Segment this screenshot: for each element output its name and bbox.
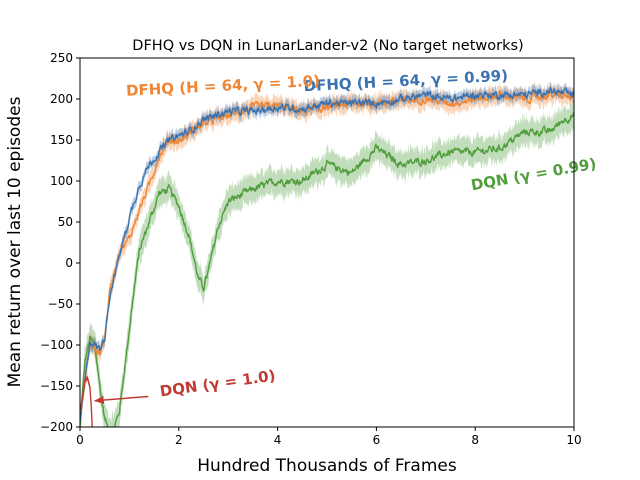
y-tick-label: 50 [58, 215, 73, 229]
line-dqn-1-0 [80, 376, 93, 427]
series-annotations: DFHQ (H = 64, γ = 0.99)DFHQ (H = 64, γ =… [93, 67, 598, 405]
y-tick-label: −150 [40, 379, 73, 393]
y-tick-label: −50 [48, 297, 73, 311]
y-tick-label: 200 [50, 92, 73, 106]
x-axis: 0 2 4 6 8 10 [76, 427, 582, 447]
band-dfhq-h-64-1-0 [80, 80, 574, 427]
chart-title: DFHQ vs DQN in LunarLander-v2 (No target… [132, 38, 523, 54]
x-tick-label: 2 [175, 433, 183, 447]
x-tick-label: 8 [471, 433, 479, 447]
y-axis-label: Mean return over last 10 episodes [5, 96, 25, 387]
annotation-arrow [93, 395, 149, 405]
annotation-dqn-0-99: DQN (γ = 0.99) [470, 155, 598, 195]
line-dfhq-h-64-0-99 [80, 86, 574, 421]
x-tick-label: 10 [566, 433, 581, 447]
y-tick-label: 0 [65, 256, 73, 270]
x-tick-label: 4 [274, 433, 282, 447]
y-tick-label: −100 [40, 338, 73, 352]
annotation-dfhq-h-64-1-0: DFHQ (H = 64, γ = 1.0) [126, 72, 321, 100]
band-dqn-0-99 [80, 97, 574, 427]
line-dqn-0-99 [80, 112, 574, 427]
y-tick-label: 150 [50, 133, 73, 147]
x-tick-label: 6 [373, 433, 381, 447]
plot-frame [79, 57, 575, 428]
y-axis: −200 −150 −100 −50 0 50 100 150 200 250 [40, 51, 80, 434]
confidence-bands [80, 80, 574, 427]
x-tick-label: 0 [76, 433, 84, 447]
y-tick-label: 250 [50, 51, 73, 65]
y-tick-label: 100 [50, 174, 73, 188]
series-lines [80, 86, 574, 427]
x-axis-label: Hundred Thousands of Frames [197, 456, 457, 476]
band-dfhq-h-64-0-99 [80, 81, 574, 427]
y-tick-label: −200 [40, 420, 73, 434]
annotation-dqn-1-0: DQN (γ = 1.0) [159, 366, 277, 400]
